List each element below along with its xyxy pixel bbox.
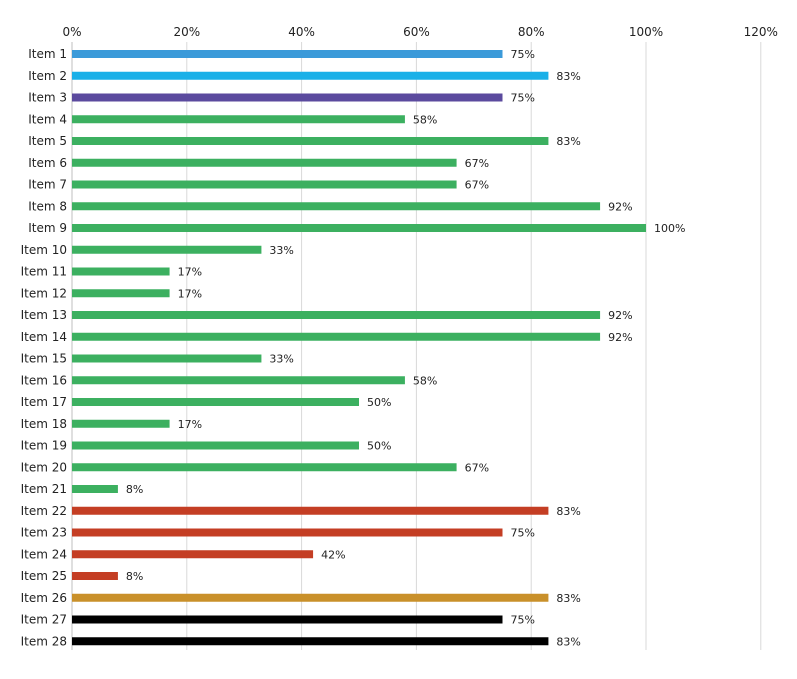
bar [72, 506, 549, 515]
bar [72, 115, 405, 124]
data-label: 33% [269, 353, 293, 366]
bar [72, 158, 457, 167]
bars [72, 50, 646, 646]
data-label: 67% [465, 461, 489, 474]
category-label: Item 4 [28, 112, 67, 126]
category-label: Item 24 [21, 547, 67, 561]
category-label: Item 26 [21, 591, 67, 605]
category-label: Item 20 [21, 460, 67, 474]
x-tick-label: 20% [173, 25, 200, 39]
category-label: Item 19 [21, 439, 67, 453]
data-label: 75% [511, 48, 535, 61]
bar [72, 137, 549, 145]
x-axis-ticks: 0% 20% 40% 60% 80% 100% 120% [62, 25, 777, 39]
data-label: 92% [608, 200, 632, 213]
data-label: 75% [511, 614, 535, 627]
bar [72, 245, 262, 254]
x-tick-label: 80% [518, 25, 545, 39]
category-label: Item 25 [21, 569, 67, 583]
bar [72, 180, 457, 189]
category-label: Item 1 [28, 47, 67, 61]
category-label: Item 6 [28, 156, 67, 170]
category-label: Item 14 [21, 330, 67, 344]
data-label: 17% [178, 266, 202, 279]
bar [72, 332, 601, 341]
category-label: Item 18 [21, 417, 67, 431]
data-label: 83% [556, 635, 580, 648]
bar [72, 615, 503, 624]
data-label: 58% [413, 374, 437, 387]
gridlines [186, 42, 762, 650]
data-label: 83% [556, 135, 580, 148]
data-label: 67% [465, 157, 489, 170]
bar [72, 593, 549, 602]
bar [72, 463, 457, 472]
category-label: Item 21 [21, 482, 67, 496]
bar [72, 485, 118, 493]
x-tick-label: 60% [403, 25, 430, 39]
category-label: Item 23 [21, 526, 67, 540]
data-labels: 75% 83% 75% 58% 83% 67% 67% 92% 100% 33% 17% 17% 92%… [126, 48, 686, 648]
data-label: 92% [608, 309, 632, 322]
bar [72, 289, 170, 298]
bar [72, 637, 549, 646]
x-tick-label: 40% [288, 25, 315, 39]
data-label: 58% [413, 113, 437, 126]
data-label: 92% [608, 331, 632, 344]
category-label: Item 22 [21, 504, 67, 518]
data-label: 33% [269, 244, 293, 257]
category-label: Item 10 [21, 243, 67, 257]
data-label: 8% [126, 570, 143, 583]
category-label: Item 13 [21, 308, 67, 322]
category-label: Item 15 [21, 352, 67, 366]
bar [72, 202, 601, 211]
category-label: Item 17 [21, 395, 67, 409]
data-label: 75% [511, 527, 535, 540]
bar [72, 528, 503, 537]
data-label: 8% [126, 483, 143, 496]
category-labels: Item 1 Item 2 Item 3 Item 4 Item 5 Item 6 Item… [21, 47, 67, 648]
bar [72, 398, 359, 406]
bar [72, 572, 118, 580]
bar [72, 50, 503, 58]
data-label: 50% [367, 440, 391, 453]
category-label: Item 28 [21, 634, 67, 648]
data-label: 83% [556, 592, 580, 605]
category-label: Item 8 [28, 199, 67, 213]
category-label: Item 5 [28, 134, 67, 148]
x-tick-label: 100% [629, 25, 663, 39]
category-label: Item 11 [21, 265, 67, 279]
bar [72, 224, 646, 232]
category-label: Item 9 [28, 221, 67, 235]
category-label: Item 3 [28, 91, 67, 105]
x-tick-label: 120% [744, 25, 778, 39]
category-label: Item 27 [21, 613, 67, 627]
bar [72, 376, 405, 385]
data-label: 100% [654, 222, 685, 235]
data-label: 50% [367, 396, 391, 409]
category-label: Item 12 [21, 286, 67, 300]
data-label: 83% [556, 70, 580, 83]
x-tick-label: 0% [62, 25, 81, 39]
category-label: Item 2 [28, 69, 67, 83]
data-label: 17% [178, 418, 202, 431]
data-label: 83% [556, 505, 580, 518]
bar [72, 441, 359, 450]
data-label: 42% [321, 548, 345, 561]
bar [72, 550, 314, 559]
data-label: 67% [465, 179, 489, 192]
bar [72, 93, 503, 102]
category-label: Item 7 [28, 178, 67, 192]
category-label: Item 16 [21, 373, 67, 387]
bar [72, 419, 170, 428]
bar [72, 71, 549, 80]
bar [72, 267, 170, 276]
bar [72, 354, 262, 363]
data-label: 75% [511, 92, 535, 105]
data-label: 17% [178, 287, 202, 300]
bar [72, 311, 601, 319]
